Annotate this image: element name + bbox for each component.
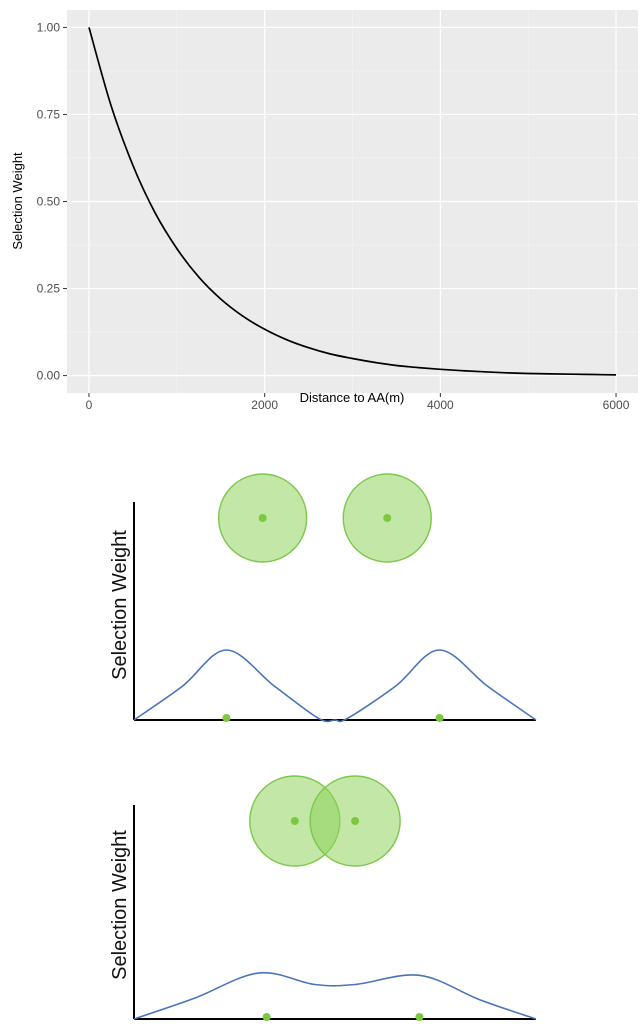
y-tick-label: 0.00 xyxy=(37,369,61,383)
grid-lines xyxy=(67,10,638,393)
selection-curve xyxy=(133,649,537,723)
decay-line-chart: 0 2000 4000 6000 0.00 0.25 0.50 0.75 1.00 Distan… xyxy=(10,10,638,412)
x-axis-title: Distance to AA(m) xyxy=(300,390,405,405)
series-line xyxy=(88,27,617,376)
y-tick-label: 0.25 xyxy=(37,282,61,296)
x-tick-label: 2000 xyxy=(251,398,278,412)
circle-center-dot xyxy=(383,514,392,522)
x-tick-label: 6000 xyxy=(603,398,630,412)
axis-ticks: 0 2000 4000 6000 0.00 0.25 0.50 0.75 1.00 xyxy=(37,20,630,412)
selection-curve xyxy=(133,971,537,1020)
x-tick-label: 4000 xyxy=(427,398,454,412)
circles-group xyxy=(249,775,401,867)
x-tick-label: 0 xyxy=(86,398,93,412)
axis-point xyxy=(435,714,444,722)
diagram-y-label: Selection Weight xyxy=(109,830,131,980)
y-tick-label: 0.75 xyxy=(37,107,61,121)
separated-circles-diagram: Selection Weight xyxy=(109,473,537,723)
y-tick-label: 1.00 xyxy=(37,20,61,34)
diagram-y-label: Selection Weight xyxy=(109,530,131,680)
axis-dots xyxy=(222,714,444,722)
axes xyxy=(133,805,536,1020)
circles-group xyxy=(217,473,432,563)
circle-center-dot xyxy=(258,514,267,522)
y-axis-title: Selection Weight xyxy=(10,152,25,250)
axis-point xyxy=(262,1013,271,1021)
axis-point xyxy=(415,1013,424,1021)
y-tick-label: 0.50 xyxy=(37,195,61,209)
axes xyxy=(133,502,536,721)
circle-center-dot xyxy=(290,817,299,825)
circle-center-dot xyxy=(351,817,360,825)
overlapping-circles-diagram: Selection Weight xyxy=(109,775,537,1021)
axis-point xyxy=(222,714,231,722)
axis-dots xyxy=(262,1013,424,1021)
